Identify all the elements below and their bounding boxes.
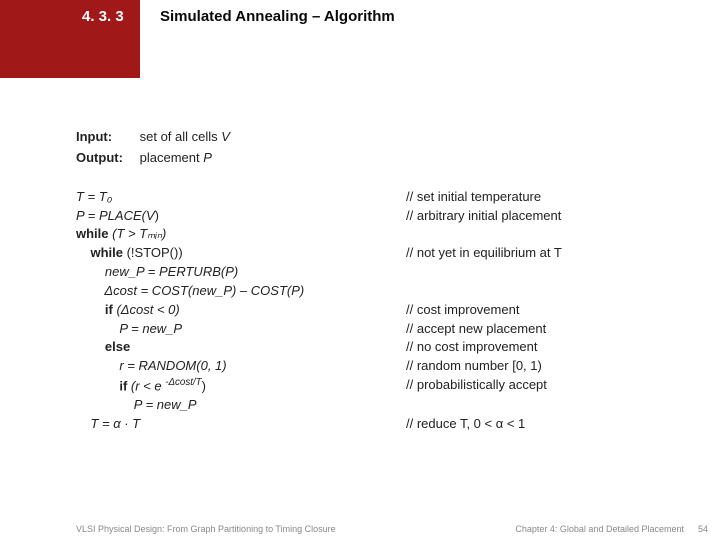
algo-code: r = RANDOM(0, 1) <box>76 357 406 376</box>
comment-text: // not yet in equilibrium at T <box>406 245 562 260</box>
slide-content: Input: set of all cells V Output: placem… <box>76 128 680 434</box>
code-frag: P = new_P <box>134 397 197 412</box>
algo-comment: // probabilistically accept <box>406 376 547 396</box>
input-row: Input: set of all cells V <box>76 128 680 147</box>
algo-code: T = α · T <box>76 415 406 434</box>
algo-code: if (r < e -Δcost/T) <box>76 376 406 396</box>
output-row: Output: placement P <box>76 149 680 168</box>
algo-code: T = T₀ <box>76 188 406 207</box>
algo-code: Δcost = COST(new_P) – COST(P) <box>76 282 406 301</box>
keyword: if <box>105 302 113 317</box>
algo-line-5: new_P = PERTURB(P) <box>76 263 680 282</box>
keyword: else <box>105 339 130 354</box>
keyword: while <box>76 226 109 241</box>
algo-comment: // cost improvement <box>406 301 519 320</box>
output-var: P <box>203 150 212 165</box>
output-label: Output: <box>76 149 136 168</box>
code-frag: r = RANDOM(0, 1) <box>119 358 226 373</box>
algo-code: while (T > Tₘᵢₙ) <box>76 225 406 244</box>
page-number: 54 <box>698 524 708 534</box>
algo-line-9: else // no cost improvement <box>76 338 680 357</box>
algo-line-10: r = RANDOM(0, 1) // random number [0, 1) <box>76 357 680 376</box>
code-frag: (Δcost < 0) <box>113 302 180 317</box>
slide-header: 4. 3. 3 Simulated Annealing – Algorithm <box>0 0 720 78</box>
input-label: Input: <box>76 128 136 147</box>
code-frag: P = PLACE( <box>76 208 146 223</box>
algo-code: P = new_P <box>76 396 406 415</box>
code-frag: ) <box>202 378 206 393</box>
algo-line-8: P = new_P // accept new placement <box>76 320 680 339</box>
section-number: 4. 3. 3 <box>82 8 124 25</box>
input-text: set of all cells <box>140 129 222 144</box>
algo-line-7: if (Δcost < 0) // cost improvement <box>76 301 680 320</box>
algo-line-11: if (r < e -Δcost/T) // probabilistically… <box>76 376 680 396</box>
code-frag: (!STOP()) <box>123 245 183 260</box>
algorithm-block: T = T₀ // set initial temperature P = PL… <box>76 188 680 434</box>
algo-comment: // reduce T, 0 < α < 1 <box>406 415 525 434</box>
code-frag: ) <box>155 208 159 223</box>
algo-line-1: T = T₀ // set initial temperature <box>76 188 680 207</box>
algo-line-12: P = new_P <box>76 396 680 415</box>
footer-right: Chapter 4: Global and Detailed Placement <box>515 524 684 534</box>
algo-comment: // arbitrary initial placement <box>406 207 561 226</box>
algo-line-6: Δcost = COST(new_P) – COST(P) <box>76 282 680 301</box>
algo-comment: // no cost improvement <box>406 338 538 357</box>
exponent: -Δcost/T <box>165 377 201 388</box>
algo-code: if (Δcost < 0) <box>76 301 406 320</box>
algo-line-13: T = α · T // reduce T, 0 < α < 1 <box>76 415 680 434</box>
slide-title: Simulated Annealing – Algorithm <box>160 8 395 25</box>
footer-left: VLSI Physical Design: From Graph Partiti… <box>76 524 336 534</box>
algo-line-3: while (T > Tₘᵢₙ) <box>76 225 680 244</box>
algo-comment: // not yet in equilibrium at T <box>406 244 562 263</box>
algo-code: P = new_P <box>76 320 406 339</box>
algo-code: new_P = PERTURB(P) <box>76 263 406 282</box>
algo-code: else <box>76 338 406 357</box>
code-frag: T = α · T <box>90 416 140 431</box>
code-frag: new_P = PERTURB(P) <box>105 264 238 279</box>
keyword: while <box>90 245 123 260</box>
output-text: placement <box>140 150 204 165</box>
algo-code: P = PLACE(V) <box>76 207 406 226</box>
algo-line-2: P = PLACE(V) // arbitrary initial placem… <box>76 207 680 226</box>
code-frag: Δcost = COST(new_P) – COST(P) <box>104 283 304 298</box>
code-frag: P = new_P <box>119 321 182 336</box>
code-frag: (r < e <box>127 378 165 393</box>
algo-code: while (!STOP()) <box>76 244 406 263</box>
code-var: V <box>146 208 155 223</box>
input-var: V <box>221 129 230 144</box>
algo-comment: // set initial temperature <box>406 188 541 207</box>
algo-comment: // accept new placement <box>406 320 546 339</box>
algo-comment: // random number [0, 1) <box>406 357 542 376</box>
algo-line-4: while (!STOP()) // not yet in equilibriu… <box>76 244 680 263</box>
code-frag: (T > Tₘᵢₙ) <box>109 226 167 241</box>
